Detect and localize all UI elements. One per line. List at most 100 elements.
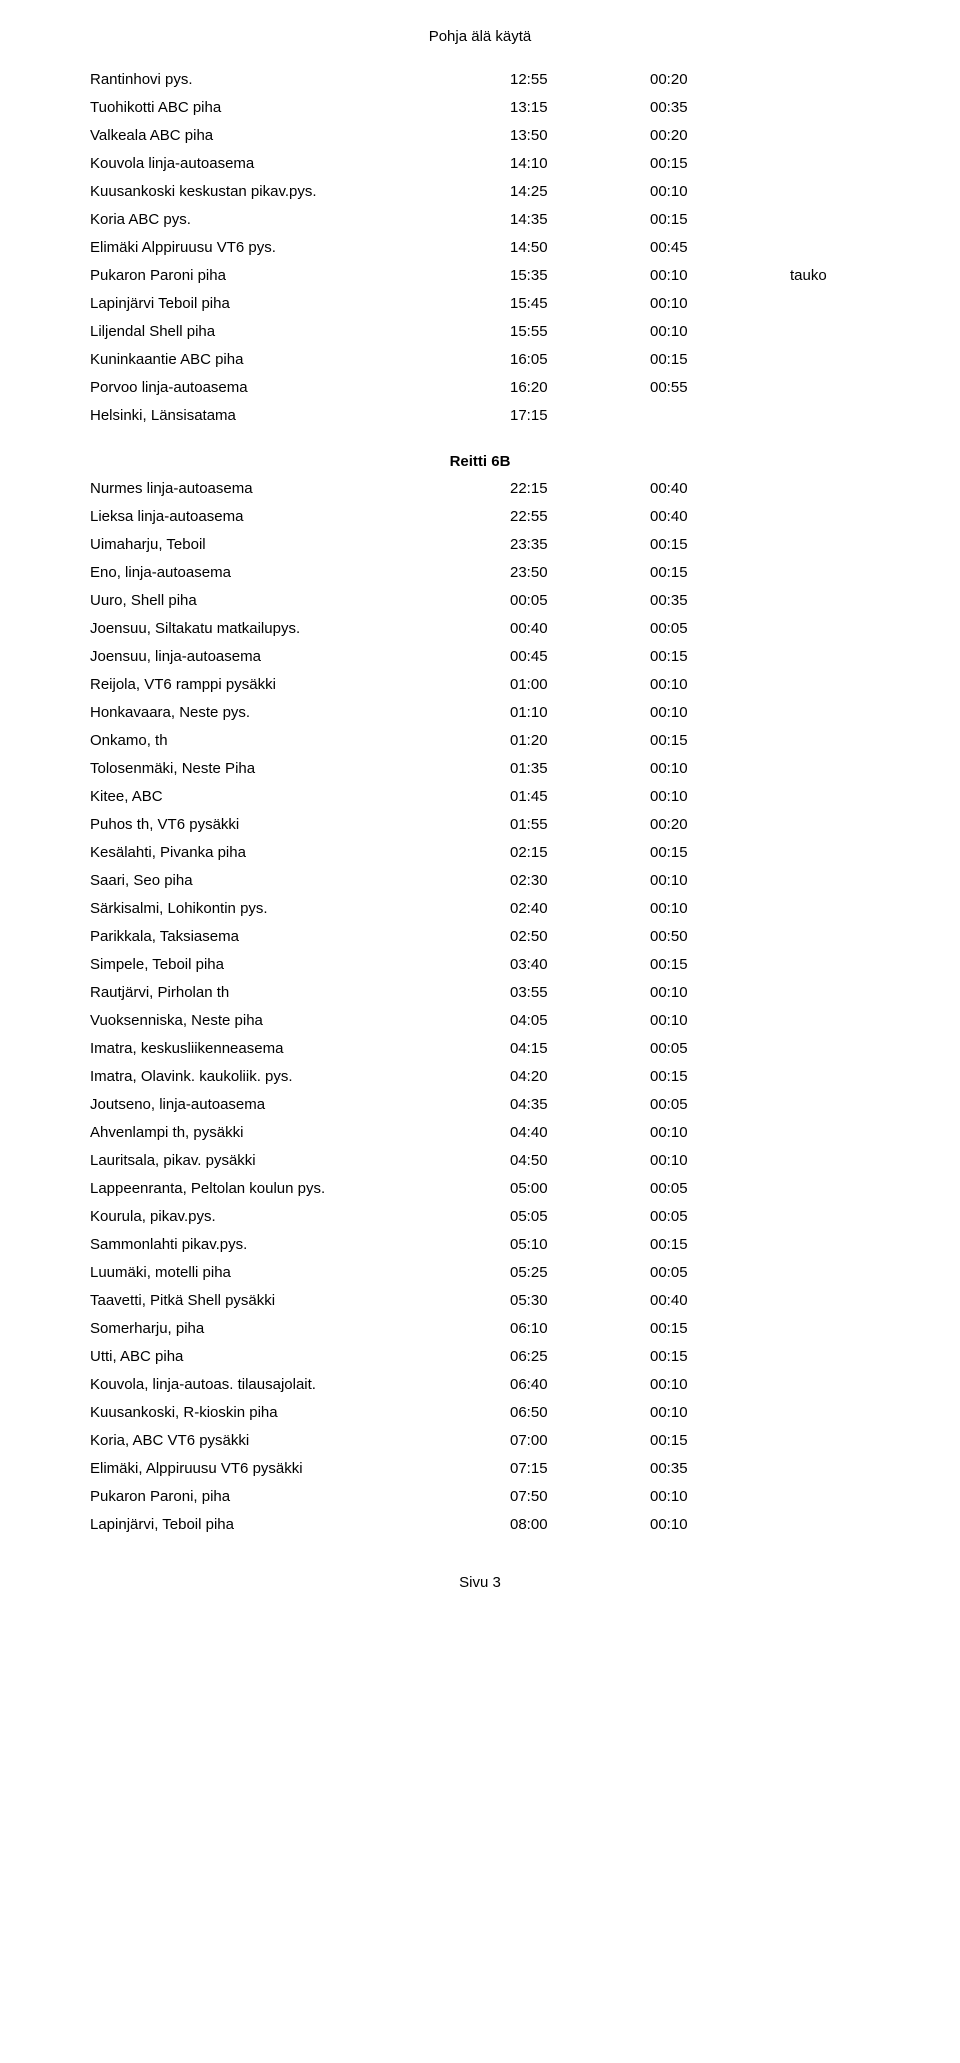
departure-time: 01:35 <box>510 754 650 782</box>
note <box>790 1314 870 1342</box>
table-row: Kourula, pikav.pys.05:0500:05 <box>90 1202 870 1230</box>
departure-time: 07:00 <box>510 1426 650 1454</box>
duration: 00:10 <box>650 782 790 810</box>
table-row: Valkeala ABC piha13:5000:20 <box>90 121 870 149</box>
stop-name: Sammonlahti pikav.pys. <box>90 1230 510 1258</box>
stop-name: Simpele, Teboil piha <box>90 950 510 978</box>
departure-time: 05:30 <box>510 1286 650 1314</box>
note <box>790 698 870 726</box>
stop-name: Porvoo linja-autoasema <box>90 373 510 401</box>
duration: 00:10 <box>650 1146 790 1174</box>
duration: 00:10 <box>650 317 790 345</box>
stop-name: Parikkala, Taksiasema <box>90 922 510 950</box>
table-row: Koria, ABC VT6 pysäkki07:0000:15 <box>90 1426 870 1454</box>
departure-time: 04:50 <box>510 1146 650 1174</box>
duration: 00:10 <box>650 866 790 894</box>
page-title: Pohja älä käytä <box>90 28 870 45</box>
departure-time: 04:15 <box>510 1034 650 1062</box>
note <box>790 121 870 149</box>
departure-time: 03:40 <box>510 950 650 978</box>
duration: 00:15 <box>650 642 790 670</box>
duration: 00:10 <box>650 289 790 317</box>
note <box>790 289 870 317</box>
note <box>790 474 870 502</box>
departure-time: 00:45 <box>510 642 650 670</box>
departure-time: 00:05 <box>510 586 650 614</box>
table-row: Pukaron Paroni, piha07:5000:10 <box>90 1482 870 1510</box>
departure-time: 02:30 <box>510 866 650 894</box>
departure-time: 05:00 <box>510 1174 650 1202</box>
departure-time: 23:50 <box>510 558 650 586</box>
duration: 00:05 <box>650 614 790 642</box>
schedule-sections: Rantinhovi pys.12:5500:20Tuohikotti ABC … <box>90 65 870 1538</box>
stop-name: Valkeala ABC piha <box>90 121 510 149</box>
stop-name: Elimäki, Alppiruusu VT6 pysäkki <box>90 1454 510 1482</box>
note <box>790 558 870 586</box>
schedule-table: Rantinhovi pys.12:5500:20Tuohikotti ABC … <box>90 65 870 429</box>
duration: 00:20 <box>650 65 790 93</box>
duration: 00:05 <box>650 1174 790 1202</box>
departure-time: 13:15 <box>510 93 650 121</box>
table-row: Kouvola, linja-autoas. tilausajolait.06:… <box>90 1370 870 1398</box>
stop-name: Pukaron Paroni, piha <box>90 1482 510 1510</box>
stop-name: Kesälahti, Pivanka piha <box>90 838 510 866</box>
note <box>790 177 870 205</box>
note <box>790 1174 870 1202</box>
stop-name: Liljendal Shell piha <box>90 317 510 345</box>
departure-time: 03:55 <box>510 978 650 1006</box>
duration: 00:15 <box>650 149 790 177</box>
note <box>790 1006 870 1034</box>
duration: 00:15 <box>650 838 790 866</box>
note <box>790 345 870 373</box>
departure-time: 15:45 <box>510 289 650 317</box>
duration: 00:05 <box>650 1258 790 1286</box>
note <box>790 1258 870 1286</box>
stop-name: Joensuu, Siltakatu matkailupys. <box>90 614 510 642</box>
note <box>790 1342 870 1370</box>
note <box>790 810 870 838</box>
duration: 00:50 <box>650 922 790 950</box>
departure-time: 07:50 <box>510 1482 650 1510</box>
duration: 00:10 <box>650 1510 790 1538</box>
departure-time: 04:20 <box>510 1062 650 1090</box>
departure-time: 14:10 <box>510 149 650 177</box>
table-row: Liljendal Shell piha15:5500:10 <box>90 317 870 345</box>
duration: 00:15 <box>650 1342 790 1370</box>
departure-time: 06:10 <box>510 1314 650 1342</box>
table-row: Simpele, Teboil piha03:4000:15 <box>90 950 870 978</box>
stop-name: Joutseno, linja-autoasema <box>90 1090 510 1118</box>
departure-time: 05:25 <box>510 1258 650 1286</box>
table-row: Joensuu, Siltakatu matkailupys.00:4000:0… <box>90 614 870 642</box>
duration: 00:15 <box>650 530 790 558</box>
stop-name: Lieksa linja-autoasema <box>90 502 510 530</box>
duration: 00:20 <box>650 810 790 838</box>
table-row: Elimäki Alppiruusu VT6 pys.14:5000:45 <box>90 233 870 261</box>
departure-time: 01:20 <box>510 726 650 754</box>
duration: 00:10 <box>650 894 790 922</box>
note <box>790 65 870 93</box>
note <box>790 922 870 950</box>
stop-name: Kuusankoski keskustan pikav.pys. <box>90 177 510 205</box>
duration <box>650 401 790 429</box>
table-row: Uimaharju, Teboil23:3500:15 <box>90 530 870 558</box>
duration: 00:10 <box>650 1006 790 1034</box>
departure-time: 23:35 <box>510 530 650 558</box>
table-row: Kitee, ABC01:4500:10 <box>90 782 870 810</box>
stop-name: Saari, Seo piha <box>90 866 510 894</box>
table-row: Kuusankoski keskustan pikav.pys.14:2500:… <box>90 177 870 205</box>
note <box>790 782 870 810</box>
departure-time: 02:50 <box>510 922 650 950</box>
stop-name: Tolosenmäki, Neste Piha <box>90 754 510 782</box>
note <box>790 1482 870 1510</box>
duration: 00:35 <box>650 1454 790 1482</box>
table-row: Imatra, keskusliikenneasema04:1500:05 <box>90 1034 870 1062</box>
note <box>790 586 870 614</box>
stop-name: Lapinjärvi, Teboil piha <box>90 1510 510 1538</box>
note <box>790 1090 870 1118</box>
duration: 00:10 <box>650 261 790 289</box>
note <box>790 502 870 530</box>
duration: 00:15 <box>650 950 790 978</box>
stop-name: Honkavaara, Neste pys. <box>90 698 510 726</box>
note <box>790 838 870 866</box>
note <box>790 1398 870 1426</box>
